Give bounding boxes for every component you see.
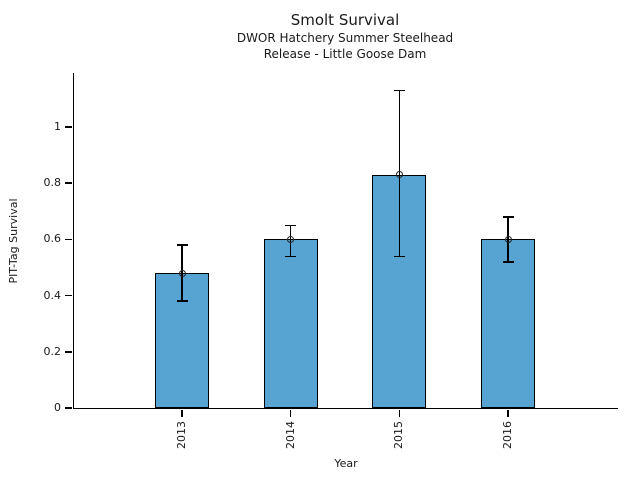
chart-subtitle-line2: Release - Little Goose Dam <box>263 47 427 61</box>
x-axis-tick <box>181 410 183 417</box>
error-bar-cap-top-2015 <box>393 89 405 92</box>
y-axis-tick-label: 0.6 <box>43 232 62 246</box>
x-axis-tick-label-2013: 2013 <box>175 421 188 449</box>
y-axis-tick-label: 0 <box>54 401 61 414</box>
error-bar-cap-bottom-2014 <box>285 255 297 257</box>
point-marker-2013 <box>178 269 186 277</box>
point-marker-2015 <box>395 171 403 179</box>
point-marker-2016 <box>504 235 512 243</box>
error-bar-cap-top-2013 <box>176 244 188 246</box>
point-marker-2014 <box>287 235 295 243</box>
error-bar-cap-bottom-2016 <box>502 261 514 263</box>
x-axis-tick-label-2014: 2014 <box>283 421 297 449</box>
y-axis-label: PIT-Tag Survival <box>7 198 20 284</box>
y-axis-tick <box>65 407 72 409</box>
y-axis-tick <box>65 182 72 184</box>
x-axis-tick <box>398 410 401 417</box>
bar-2014 <box>263 239 318 408</box>
y-axis-tick <box>65 351 72 353</box>
error-bar-cap-top-2016 <box>502 216 514 218</box>
chart-header: Smolt Survival DWOR Hatchery Summer Stee… <box>73 10 617 62</box>
error-bar-cap-top-2014 <box>285 224 297 227</box>
y-axis-tick-label: 0.4 <box>43 288 62 302</box>
y-axis-tick-label: 1 <box>54 120 61 133</box>
plot-area: PIT-Tag Survival Year 0 0.2 0.4 0.6 0.8 1 2013… <box>7 73 618 470</box>
x-axis-tick-label-2015: 2015 <box>392 421 406 449</box>
x-axis-tick <box>289 410 292 417</box>
error-bar-cap-bottom-2013 <box>176 300 188 302</box>
x-axis-tick <box>507 410 509 417</box>
chart-title: Smolt Survival <box>290 11 400 29</box>
y-axis-tick <box>65 126 72 128</box>
y-axis-tick-label: 0.2 <box>43 344 62 358</box>
y-axis-tick <box>65 294 72 297</box>
chart-subtitle-line1: DWOR Hatchery Summer Steelhead <box>236 31 454 45</box>
y-axis-tick-label: 0.8 <box>43 176 62 190</box>
x-axis-label: Year <box>334 457 358 470</box>
bar-2016 <box>481 239 536 408</box>
error-bar-cap-bottom-2015 <box>393 255 405 257</box>
y-axis-tick <box>65 238 72 241</box>
x-axis-tick-label-2016: 2016 <box>501 421 515 449</box>
